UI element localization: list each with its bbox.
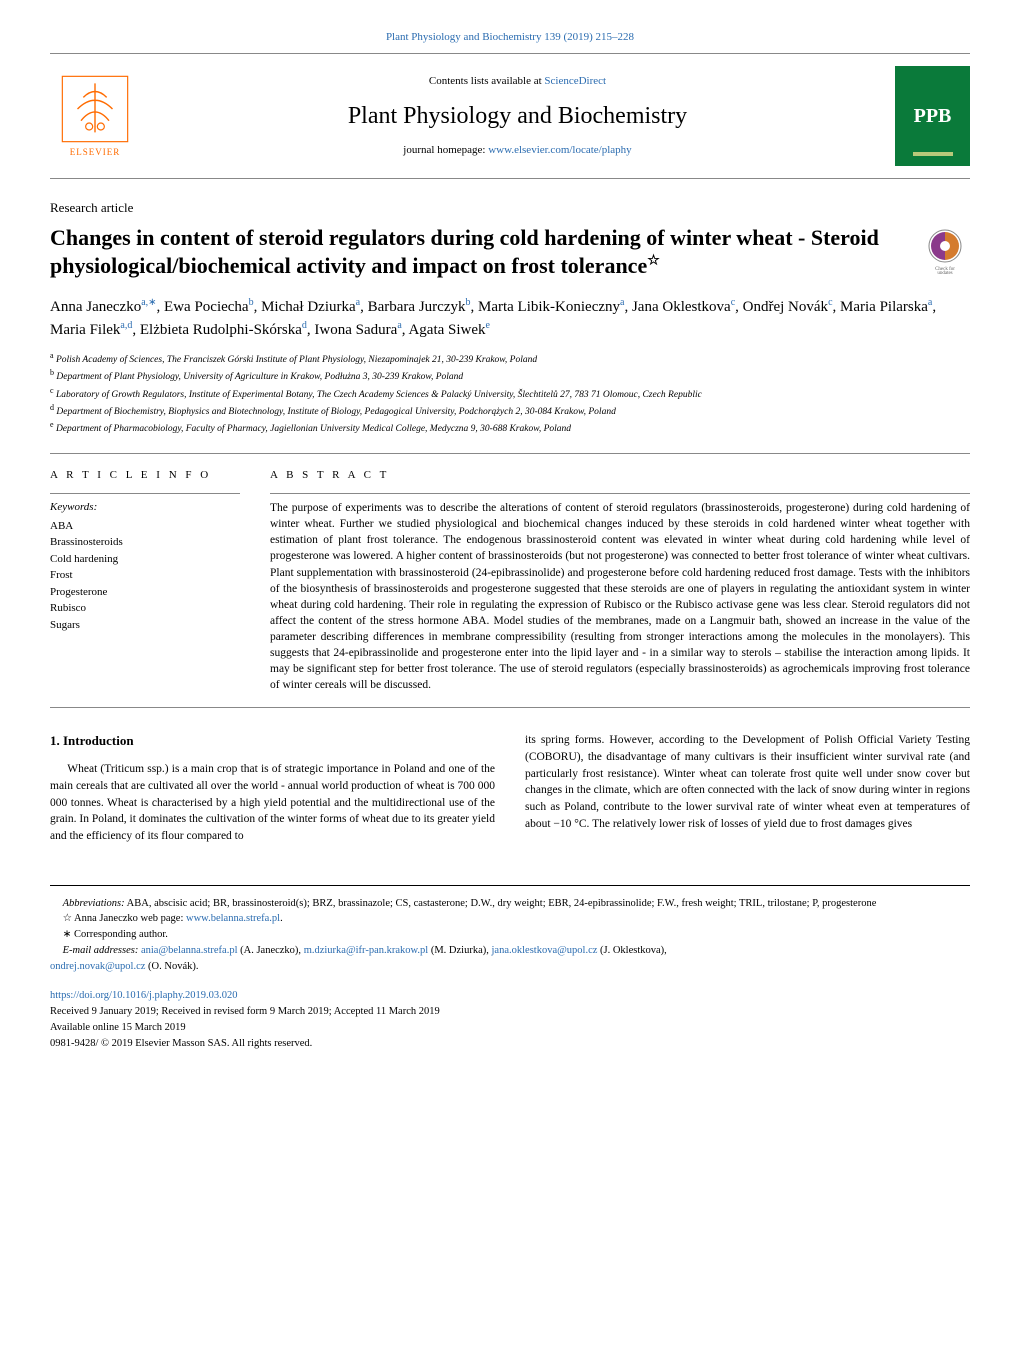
email-footnote: E-mail addresses: ania@belanna.strefa.pl… (50, 943, 970, 959)
author-name: Barbara Jurczyk (368, 299, 466, 315)
author-name: Marta Libik-Konieczny (478, 299, 620, 315)
keyword-item: Frost (50, 567, 240, 584)
keyword-item: Brassinosteroids (50, 534, 240, 551)
top-journal-citation: Plant Physiology and Biochemistry 139 (2… (50, 30, 970, 45)
author-list: Anna Janeczkoa,∗, Ewa Pociechab, Michał … (50, 295, 970, 342)
author-affiliation-sup: b (249, 297, 254, 308)
affiliation-line: c Laboratory of Growth Regulators, Insti… (50, 385, 970, 402)
doi-link[interactable]: https://doi.org/10.1016/j.plaphy.2019.03… (50, 990, 238, 1001)
author-name: Ewa Pociecha (164, 299, 249, 315)
abstract-panel: A B S T R A C T The purpose of experimen… (270, 468, 970, 694)
author-name: Agata Siwek (408, 322, 485, 338)
article-title: Changes in content of steroid regulators… (50, 224, 900, 281)
header-banner: ELSEVIER Contents lists available at Sci… (50, 53, 970, 179)
abbreviations-footnote: Abbreviations: ABA, abscisic acid; BR, b… (50, 896, 970, 912)
received-dates: Received 9 January 2019; Received in rev… (50, 1004, 970, 1020)
author-affiliation-sup: c (731, 297, 735, 308)
author-name: Michał Dziurka (261, 299, 356, 315)
author-affiliation-sup: b (465, 297, 470, 308)
check-for-updates-badge[interactable]: Check for updates (920, 224, 970, 274)
star-footnote: ☆ Anna Janeczko web page: www.belanna.st… (50, 911, 970, 927)
author-name: Anna Janeczko (50, 299, 141, 315)
corresponding-author-footnote: ∗ Corresponding author. (50, 927, 970, 943)
publisher-name: ELSEVIER (70, 146, 121, 159)
publisher-logo: ELSEVIER (50, 74, 140, 159)
author-affiliation-sup: a (928, 297, 932, 308)
author-name: Ondřej Novák (743, 299, 828, 315)
body-column-left: 1. Introduction Wheat (Triticum ssp.) is… (50, 732, 495, 844)
body-paragraph: Wheat (Triticum ssp.) is a main crop tha… (50, 761, 495, 844)
online-date: Available online 15 March 2019 (50, 1020, 970, 1036)
author-affiliation-sup: a (356, 297, 360, 308)
email-link[interactable]: ania@belanna.strefa.pl (141, 945, 238, 956)
author-affiliation-sup: a,d (120, 320, 132, 331)
email-link[interactable]: m.dziurka@ifr-pan.krakow.pl (304, 945, 429, 956)
keyword-item: Sugars (50, 617, 240, 634)
email-footnote-continuation: ondrej.novak@upol.cz (O. Novák). (50, 959, 970, 975)
affiliation-line: d Department of Biochemistry, Biophysics… (50, 402, 970, 419)
elsevier-tree-icon (60, 74, 130, 144)
affiliation-line: a Polish Academy of Sciences, The Franci… (50, 350, 970, 367)
author-name: Elżbieta Rudolphi-Skórska (140, 322, 302, 338)
article-metadata-footer: https://doi.org/10.1016/j.plaphy.2019.03… (50, 988, 970, 1051)
author-name: Iwona Sadura (314, 322, 397, 338)
copyright-line: 0981-9428/ © 2019 Elsevier Masson SAS. A… (50, 1036, 970, 1052)
author-affiliation-sup: a (397, 320, 401, 331)
author-affiliation-sup: a,∗ (141, 297, 156, 308)
affiliations-list: a Polish Academy of Sciences, The Franci… (50, 350, 970, 437)
email-link[interactable]: jana.oklestkova@upol.cz (492, 945, 598, 956)
keywords-list: ABABrassinosteroidsCold hardeningFrostPr… (50, 518, 240, 634)
top-journal-link[interactable]: Plant Physiology and Biochemistry 139 (2… (386, 31, 634, 43)
keyword-item: Cold hardening (50, 551, 240, 568)
contents-line: Contents lists available at ScienceDirec… (140, 74, 895, 89)
author-affiliation-sup: c (828, 297, 832, 308)
body-text-columns: 1. Introduction Wheat (Triticum ssp.) is… (50, 732, 970, 844)
keyword-item: ABA (50, 518, 240, 535)
author-name: Jana Oklestkova (632, 299, 731, 315)
abstract-label: A B S T R A C T (270, 468, 970, 483)
email-link[interactable]: ondrej.novak@upol.cz (50, 961, 145, 972)
abstract-text: The purpose of experiments was to descri… (270, 493, 970, 693)
article-type: Research article (50, 199, 970, 217)
body-paragraph: its spring forms. However, according to … (525, 732, 970, 832)
homepage-line: journal homepage: www.elsevier.com/locat… (140, 143, 895, 158)
journal-name: Plant Physiology and Biochemistry (140, 100, 895, 134)
keyword-item: Progesterone (50, 584, 240, 601)
article-info-label: A R T I C L E I N F O (50, 468, 240, 483)
author-name: Maria Pilarska (840, 299, 928, 315)
affiliation-line: b Department of Plant Physiology, Univer… (50, 367, 970, 384)
author-name: Maria Filek (50, 322, 120, 338)
affiliation-line: e Department of Pharmacobiology, Faculty… (50, 419, 970, 436)
journal-cover-thumbnail: PPB (895, 66, 970, 166)
body-column-right: its spring forms. However, according to … (525, 732, 970, 844)
keywords-heading: Keywords: (50, 493, 240, 515)
journal-homepage-link[interactable]: www.elsevier.com/locate/plaphy (488, 144, 631, 156)
svg-text:updates: updates (937, 271, 952, 274)
sciencedirect-link[interactable]: ScienceDirect (544, 75, 606, 87)
introduction-heading: 1. Introduction (50, 732, 495, 751)
article-info-panel: A R T I C L E I N F O Keywords: ABABrass… (50, 468, 240, 694)
author-affiliation-sup: d (302, 320, 307, 331)
author-affiliation-sup: e (486, 320, 490, 331)
author-affiliation-sup: a (620, 297, 624, 308)
author-webpage-link[interactable]: www.belanna.strefa.pl (186, 913, 280, 924)
footnotes-section: Abbreviations: ABA, abscisic acid; BR, b… (50, 885, 970, 975)
keyword-item: Rubisco (50, 600, 240, 617)
